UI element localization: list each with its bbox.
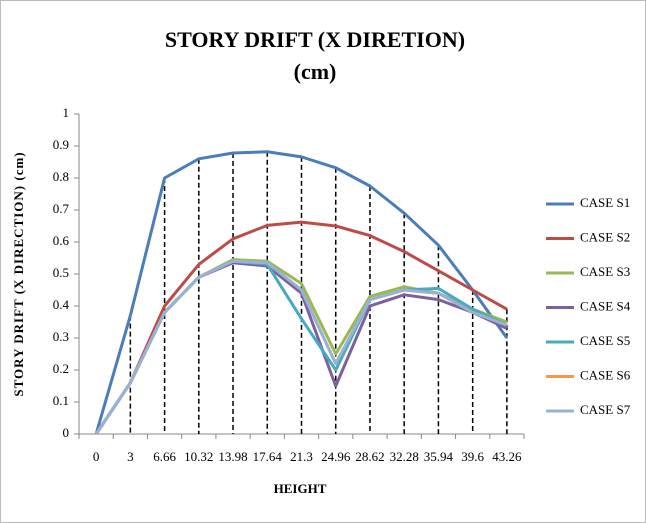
legend-label: CASE S3 bbox=[580, 264, 630, 279]
x-tick-label: 24.96 bbox=[321, 449, 351, 464]
series-line bbox=[94, 150, 509, 435]
x-tick-label: 0 bbox=[93, 449, 100, 464]
series-line bbox=[94, 259, 508, 435]
y-tick-label: 0.9 bbox=[53, 137, 69, 152]
series-line bbox=[94, 220, 508, 435]
y-tick-label: 0.8 bbox=[53, 169, 69, 184]
y-tick-label: 0.4 bbox=[53, 297, 70, 312]
y-tick-label: 0.1 bbox=[53, 393, 69, 408]
legend-label: CASE S6 bbox=[580, 367, 631, 382]
x-tick-label: 13.98 bbox=[218, 449, 247, 464]
y-axis-label: STORY DRIFT (X DIRECTION) (cm) bbox=[11, 151, 26, 396]
x-tick-label: 10.32 bbox=[184, 449, 213, 464]
x-axis-label: HEIGHT bbox=[274, 481, 327, 496]
y-tick-label: 0 bbox=[63, 425, 70, 440]
y-tick-label: 0.2 bbox=[53, 361, 69, 376]
x-tick-label: 43.26 bbox=[492, 449, 522, 464]
x-tick-label: 32.28 bbox=[390, 449, 419, 464]
y-tick-label: 0.7 bbox=[53, 201, 70, 216]
x-tick-label: 28.62 bbox=[355, 449, 384, 464]
x-tick-label: 17.64 bbox=[253, 449, 283, 464]
x-tick-label: 39.6 bbox=[461, 449, 484, 464]
x-tick-label: 6.66 bbox=[153, 449, 176, 464]
legend-label: CASE S5 bbox=[580, 333, 630, 348]
legend-label: CASE S2 bbox=[580, 229, 630, 244]
chart-title: STORY DRIFT (X DIRETION) bbox=[165, 27, 465, 52]
y-tick-label: 0.5 bbox=[53, 265, 69, 280]
legend-label: CASE S1 bbox=[580, 195, 630, 210]
y-tick-label: 0.3 bbox=[53, 329, 69, 344]
y-tick-label: 0.6 bbox=[53, 233, 70, 248]
x-tick-label: 3 bbox=[127, 449, 134, 464]
legend-label: CASE S7 bbox=[580, 402, 631, 417]
legend-label: CASE S4 bbox=[580, 298, 631, 313]
x-tick-label: 21.3 bbox=[290, 449, 313, 464]
x-tick-label: 35.94 bbox=[424, 449, 454, 464]
chart-subtitle: (cm) bbox=[294, 59, 337, 84]
y-tick-label: 1 bbox=[63, 105, 70, 120]
